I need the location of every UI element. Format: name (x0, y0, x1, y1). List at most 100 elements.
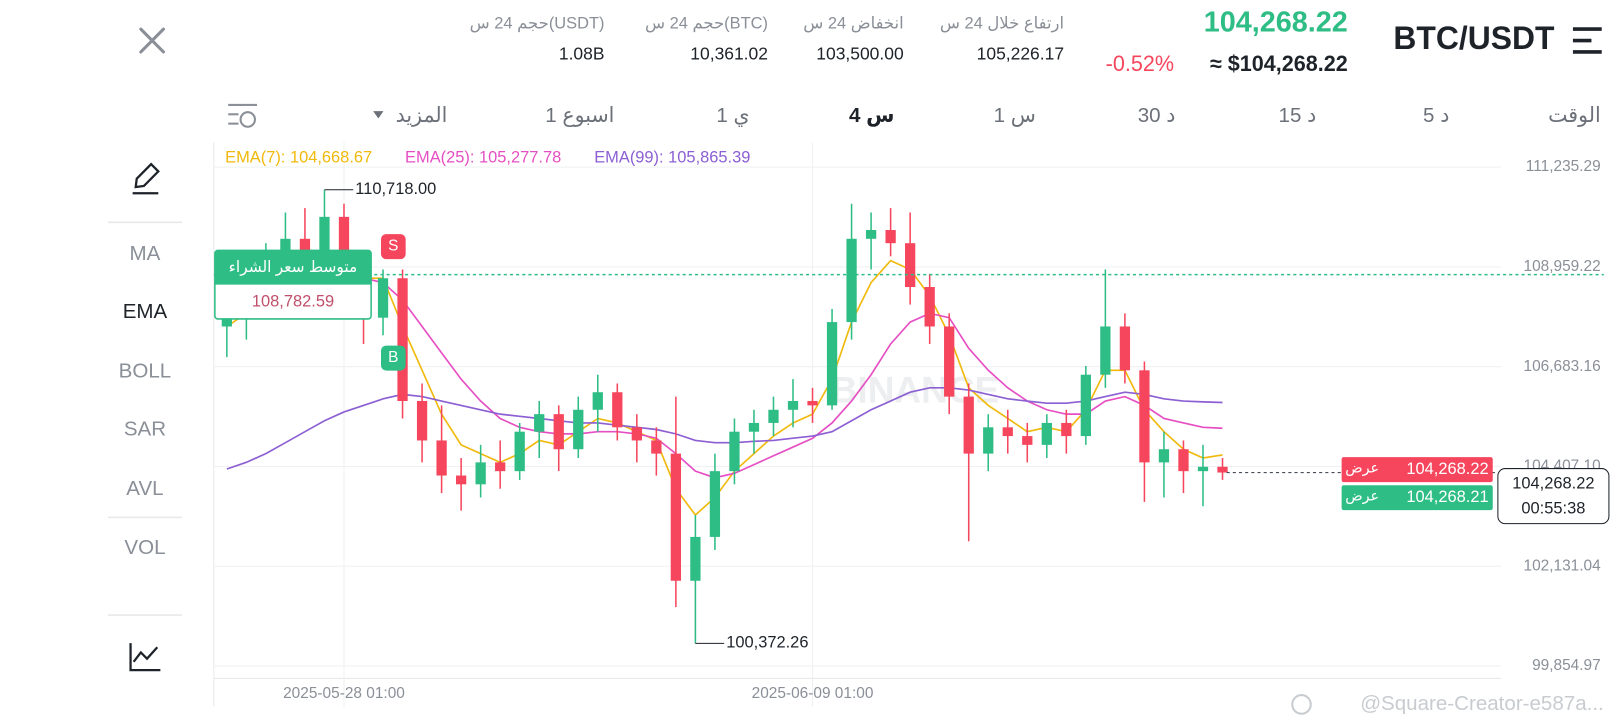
ema-line (226, 251, 1223, 517)
timeframe-tab[interactable]: 1 اسبوع (545, 104, 614, 127)
timeframe-tab[interactable]: 4 س (849, 104, 895, 127)
candle-body (768, 409, 779, 423)
trade-marker (380, 234, 406, 260)
y-tick-label: 106,683.16 (1524, 358, 1601, 375)
candle-body (534, 414, 545, 432)
indicator-icon[interactable] (129, 643, 161, 672)
bid-box (1341, 485, 1493, 511)
credit: @Square-Creator-e587a... (1360, 692, 1604, 715)
candle-body (397, 278, 408, 402)
menu-icon[interactable] (1572, 27, 1602, 54)
bid-label: عرض (1345, 488, 1379, 504)
candle-body (729, 431, 740, 472)
candle-body (1080, 374, 1091, 437)
y-tick-label: 102,131.04 (1524, 557, 1602, 574)
candle-body (1002, 427, 1013, 437)
candle-body (709, 471, 721, 537)
stat-value: 105,226.17 (977, 44, 1064, 64)
candle-body (495, 462, 506, 472)
y-tick-label: 111,235.29 (1526, 158, 1601, 175)
candle-body (416, 401, 428, 441)
close-button[interactable] (139, 27, 166, 54)
separators (107, 221, 182, 616)
pair: BTC/USDT (1393, 20, 1554, 56)
stat-label: حجم 24 س(USDT) (470, 13, 605, 32)
indicator-tab[interactable]: EMA (123, 300, 168, 323)
candle-body (377, 278, 389, 318)
candle-body (1100, 326, 1111, 375)
bid-value: 104,268.21 (1406, 487, 1488, 506)
candle-body (963, 396, 974, 454)
trade-marker-label: S (388, 238, 398, 255)
candle-body (1119, 326, 1131, 371)
candle-body (455, 475, 467, 485)
candle-body (807, 401, 818, 406)
candle-body (983, 427, 994, 454)
candle-body (1158, 449, 1170, 463)
indicator-tab[interactable]: MA (130, 242, 161, 265)
candle-body (475, 462, 486, 485)
ema-line (226, 387, 1223, 470)
countdown: 00:55:38 (1521, 498, 1585, 517)
indicator-tab[interactable]: SAR (124, 418, 166, 441)
ask-value: 104,268.22 (1406, 459, 1488, 478)
legend-entry: EMA(7): 104,668.67 (225, 147, 372, 166)
candle-body (865, 230, 877, 239)
candle-body (651, 440, 662, 454)
timeframe-tab[interactable]: 15 د (1279, 104, 1317, 127)
candle-body (553, 414, 564, 450)
ask-box (1341, 457, 1493, 483)
extreme-label: 110,718.00 (355, 179, 436, 198)
timeframe-tab[interactable]: 5 د (1423, 104, 1449, 127)
trade-marker-label: B (388, 349, 398, 366)
trade-marker (380, 345, 406, 371)
x-tick-label: 2025-06-09 01:00 (752, 685, 874, 702)
indicator-tab[interactable]: BOLL (119, 359, 172, 382)
candle-body (436, 440, 447, 476)
indicator-tab[interactable]: VOL (124, 536, 165, 559)
indicator-tab[interactable]: AVL (126, 477, 163, 500)
candle-body (1041, 422, 1052, 445)
timeframe-tab[interactable]: الوقت (1548, 104, 1601, 127)
stat-value: 103,500.00 (816, 44, 904, 64)
candle-body (846, 238, 857, 323)
y-tick-label: 99,854.97 (1532, 657, 1601, 674)
candle-body (1197, 466, 1209, 472)
candle-body (924, 287, 935, 327)
legend-entry: EMA(25): 105,277.78 (405, 147, 561, 166)
change: -0.52% (1106, 51, 1174, 76)
ask-label: عرض (1345, 460, 1379, 476)
candle-body (631, 427, 642, 441)
candle-body (514, 431, 525, 472)
stat-label: ارتفاع خلال 24 س (940, 13, 1064, 33)
legend-entry: EMA(99): 105,865.39 (594, 147, 750, 166)
candle-body (573, 409, 584, 450)
candle-body (944, 326, 955, 397)
candle-body (319, 216, 330, 270)
timeframe-tab[interactable]: 1 س (994, 104, 1036, 127)
timeframe-tab[interactable]: المزيد (396, 104, 448, 127)
candle-body (826, 322, 838, 406)
candle-body (787, 401, 799, 410)
last-price: 104,268.22 (1204, 6, 1348, 38)
reference-label: متوسط سعر الشراء (229, 259, 358, 276)
candle-body (338, 216, 350, 266)
timeframe-tab[interactable]: 1 ي (716, 104, 749, 127)
candle-body (280, 238, 291, 257)
candle-body (1217, 466, 1228, 473)
stat-label: انخفاض 24 س (803, 13, 903, 32)
x-tick-label: 2025-05-28 01:00 (283, 685, 405, 702)
more-arrow[interactable] (373, 111, 384, 119)
chart-settings[interactable] (228, 103, 258, 128)
fiat-price: ≈ $104,268.22 (1210, 51, 1348, 76)
stat-value: 1.08B (559, 44, 605, 64)
candle-body (1178, 449, 1189, 472)
stat-label: حجم 24 س(BTC) (645, 13, 768, 32)
price-box-value: 104,268.22 (1512, 473, 1594, 492)
timeframe-tab[interactable]: 30 د (1138, 104, 1176, 127)
draw-tool[interactable] (132, 162, 160, 195)
watermark: BINANCE (831, 368, 1000, 410)
candle-body (612, 392, 623, 428)
